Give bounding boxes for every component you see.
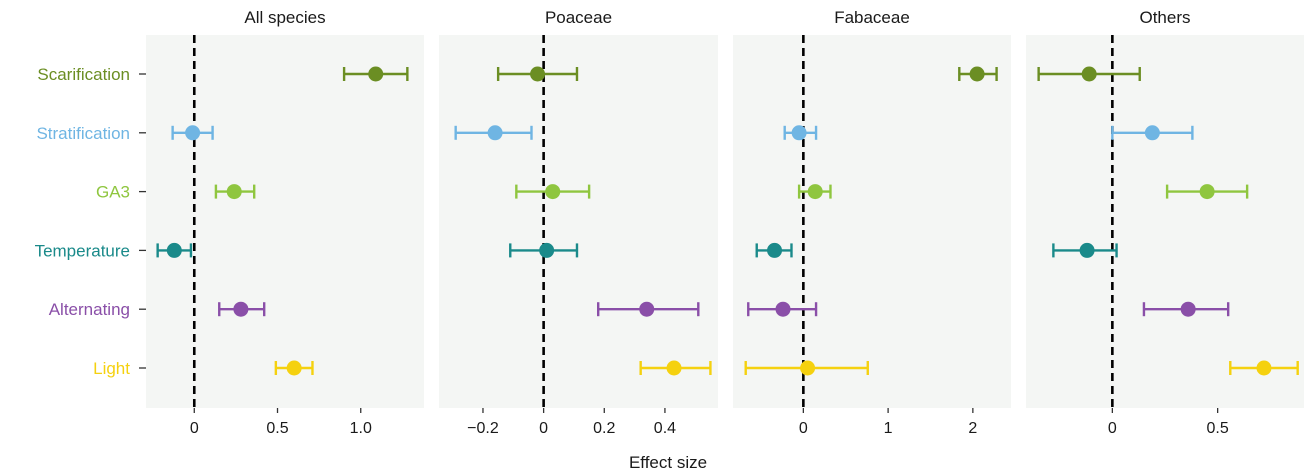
panel-title: Poaceae <box>545 8 612 27</box>
data-point-group <box>218 301 266 317</box>
data-point-group <box>496 66 579 82</box>
point-estimate <box>286 360 302 376</box>
category-label: Temperature <box>35 241 130 260</box>
data-point-group <box>342 66 409 82</box>
category-label: GA3 <box>96 183 130 202</box>
x-tick-label: 0.4 <box>654 420 676 437</box>
point-estimate <box>969 66 985 82</box>
panel-background <box>1026 35 1304 408</box>
point-estimate <box>185 125 201 141</box>
data-point-group <box>1037 66 1141 82</box>
panel-3: Others 0 0.5 <box>1026 8 1304 437</box>
data-point-group <box>1165 184 1249 200</box>
data-point-group <box>1229 360 1299 376</box>
data-point-group <box>1111 125 1194 141</box>
category-label: Scarification <box>37 65 130 84</box>
data-point-group <box>783 125 818 141</box>
x-tick-label: 0 <box>799 420 808 437</box>
panel-2: Fabaceae 0 1 2 <box>733 8 1011 437</box>
x-tick-label: 0 <box>190 420 199 437</box>
data-point-group <box>1142 301 1230 317</box>
panel-background <box>439 35 718 408</box>
point-estimate <box>226 184 242 200</box>
x-tick-label: 1 <box>884 420 893 437</box>
panel-background <box>733 35 1011 408</box>
data-point-group <box>755 242 793 258</box>
panel-title: Fabaceae <box>834 8 910 27</box>
point-estimate <box>1144 125 1160 141</box>
point-estimate <box>1256 360 1272 376</box>
data-point-group <box>639 360 712 376</box>
panel-0: All species 0 0.5 1.0 <box>146 8 424 437</box>
data-point-group <box>454 125 533 141</box>
x-tick-label: 0 <box>539 420 548 437</box>
data-point-group <box>171 125 214 141</box>
point-estimate <box>639 301 655 317</box>
x-tick-label: 0.2 <box>593 420 615 437</box>
point-estimate <box>530 66 546 82</box>
data-point-group <box>958 66 998 82</box>
point-estimate <box>807 184 823 200</box>
category-label: Stratification <box>36 124 130 143</box>
x-tick-label: 0 <box>1108 420 1117 437</box>
point-estimate <box>368 66 384 82</box>
x-tick-label: 0.5 <box>1207 420 1229 437</box>
point-estimate <box>791 125 807 141</box>
x-tick-label: 0.5 <box>266 420 288 437</box>
data-point-group <box>1052 242 1118 258</box>
data-point-group <box>597 301 700 317</box>
panel-1: Poaceae −0.2 0 0.2 0.4 <box>439 8 718 437</box>
category-label: Alternating <box>49 300 130 319</box>
point-estimate <box>545 184 561 200</box>
point-estimate <box>666 360 682 376</box>
point-estimate <box>1079 242 1095 258</box>
point-estimate <box>775 301 791 317</box>
point-estimate <box>487 125 503 141</box>
point-estimate <box>1180 301 1196 317</box>
point-estimate <box>800 360 816 376</box>
data-point-group <box>274 360 314 376</box>
data-point-group <box>509 242 579 258</box>
x-tick-label: −0.2 <box>467 420 499 437</box>
point-estimate <box>166 242 182 258</box>
x-axis-title: Effect size <box>629 453 707 472</box>
x-tick-label: 1.0 <box>350 420 372 437</box>
data-point-group <box>747 301 818 317</box>
panels-layer: All species 0 0.5 1.0 Poaceae −0.2 0 0.2 0.4 Faba… <box>146 8 1304 437</box>
point-estimate <box>1081 66 1097 82</box>
data-point-group <box>515 184 591 200</box>
point-estimate <box>539 242 555 258</box>
data-point-group <box>744 360 869 376</box>
data-point-group <box>797 184 832 200</box>
panel-background <box>146 35 424 408</box>
x-tick-label: 2 <box>968 420 977 437</box>
point-estimate <box>233 301 249 317</box>
data-point-group <box>156 242 193 258</box>
category-labels: Scarification Stratification GA3 Temperatur… <box>35 65 146 378</box>
data-point-group <box>214 184 256 200</box>
point-estimate <box>1199 184 1215 200</box>
point-estimate <box>767 242 783 258</box>
category-label: Light <box>93 359 130 378</box>
panel-title: All species <box>244 8 325 27</box>
panel-title: Others <box>1139 8 1190 27</box>
